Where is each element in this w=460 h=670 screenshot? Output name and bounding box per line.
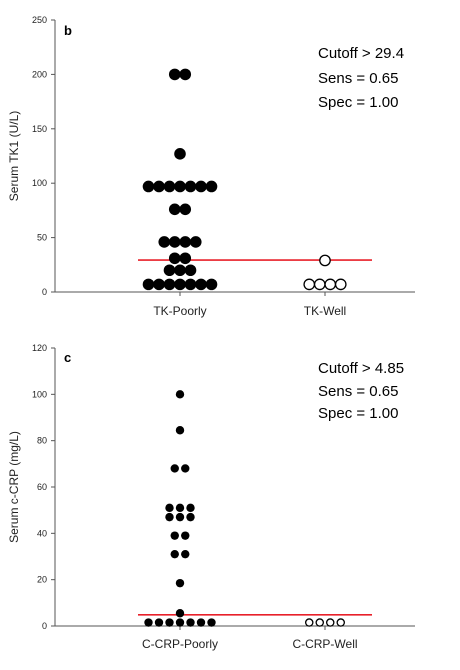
data-point xyxy=(175,390,185,399)
data-point-open xyxy=(303,278,316,291)
data-point xyxy=(186,512,195,522)
data-point xyxy=(179,252,192,265)
data-point xyxy=(195,180,207,193)
data-point xyxy=(168,68,181,81)
x-category-label: C-CRP-Well xyxy=(292,637,357,651)
data-point xyxy=(195,278,207,291)
data-point xyxy=(170,464,179,473)
x-category-label: C-CRP-Poorly xyxy=(142,637,218,651)
data-point xyxy=(163,278,176,291)
x-category-label: TK-Poorly xyxy=(153,304,206,318)
data-point xyxy=(165,512,174,522)
y-tick-label: 150 xyxy=(32,124,47,134)
data-point xyxy=(175,618,185,627)
y-tick-label: 100 xyxy=(32,389,47,399)
y-tick-label: 250 xyxy=(32,15,47,25)
data-point xyxy=(179,236,192,248)
data-point xyxy=(144,618,153,627)
y-tick-label: 40 xyxy=(37,528,47,538)
data-point xyxy=(205,180,218,193)
data-point-open xyxy=(315,618,324,627)
data-point xyxy=(181,549,190,559)
data-point-open xyxy=(324,278,337,291)
data-point xyxy=(170,549,179,559)
annotation-text: Cutoff > 29.4 xyxy=(318,45,404,62)
y-tick-label: 80 xyxy=(37,436,47,446)
data-point xyxy=(158,236,171,248)
annotation-text: Spec = 1.00 xyxy=(318,94,398,111)
panel-label: b xyxy=(64,23,72,38)
data-point-open xyxy=(336,618,345,627)
data-point xyxy=(153,180,165,193)
panel-label: c xyxy=(64,350,71,365)
data-point xyxy=(184,278,197,291)
data-point xyxy=(175,578,185,588)
data-point xyxy=(205,278,218,291)
annotation-text: Cutoff > 4.85 xyxy=(318,360,404,377)
data-point xyxy=(207,618,216,627)
data-point xyxy=(165,503,174,513)
data-point xyxy=(184,180,197,193)
data-point xyxy=(175,512,185,522)
data-point xyxy=(168,252,181,265)
data-point xyxy=(181,464,190,473)
data-point xyxy=(142,278,155,291)
y-axis-title: Serum TK1 (U/L) xyxy=(7,111,21,201)
data-point xyxy=(170,531,179,540)
data-point xyxy=(174,278,186,291)
y-tick-label: 0 xyxy=(42,287,47,297)
data-point xyxy=(165,618,174,627)
annotation-text: Sens = 0.65 xyxy=(318,383,398,400)
data-point xyxy=(184,264,197,277)
y-tick-label: 0 xyxy=(42,621,47,631)
y-tick-label: 100 xyxy=(32,178,47,188)
data-point xyxy=(175,503,185,513)
data-point-open xyxy=(319,254,331,267)
data-point xyxy=(189,236,202,248)
data-point xyxy=(175,609,185,618)
y-axis-title: Serum c-CRP (mg/L) xyxy=(7,431,21,543)
annotation-text: Spec = 1.00 xyxy=(318,405,398,422)
data-point xyxy=(179,203,192,216)
x-category-label: TK-Well xyxy=(304,304,346,318)
data-point xyxy=(174,264,186,277)
data-point xyxy=(186,618,195,627)
data-point xyxy=(175,426,185,435)
data-point xyxy=(142,180,155,193)
data-point xyxy=(186,503,195,513)
data-point xyxy=(196,618,206,627)
data-point-open xyxy=(304,618,314,627)
y-tick-label: 60 xyxy=(37,482,47,492)
y-tick-label: 200 xyxy=(32,69,47,79)
y-tick-label: 120 xyxy=(32,343,47,353)
data-point xyxy=(181,531,190,540)
data-point xyxy=(174,148,186,160)
data-point xyxy=(163,180,176,193)
data-point-open xyxy=(325,618,335,627)
y-tick-label: 50 xyxy=(37,233,47,243)
data-point xyxy=(163,264,176,277)
data-point xyxy=(168,203,181,216)
data-point xyxy=(153,278,165,291)
y-tick-label: 20 xyxy=(37,575,47,585)
data-point xyxy=(174,180,186,193)
data-point-open xyxy=(313,278,326,291)
data-point xyxy=(154,618,164,627)
data-point-open xyxy=(334,278,347,291)
data-point xyxy=(168,236,181,248)
annotation-text: Sens = 0.65 xyxy=(318,70,398,87)
data-point xyxy=(179,68,192,81)
